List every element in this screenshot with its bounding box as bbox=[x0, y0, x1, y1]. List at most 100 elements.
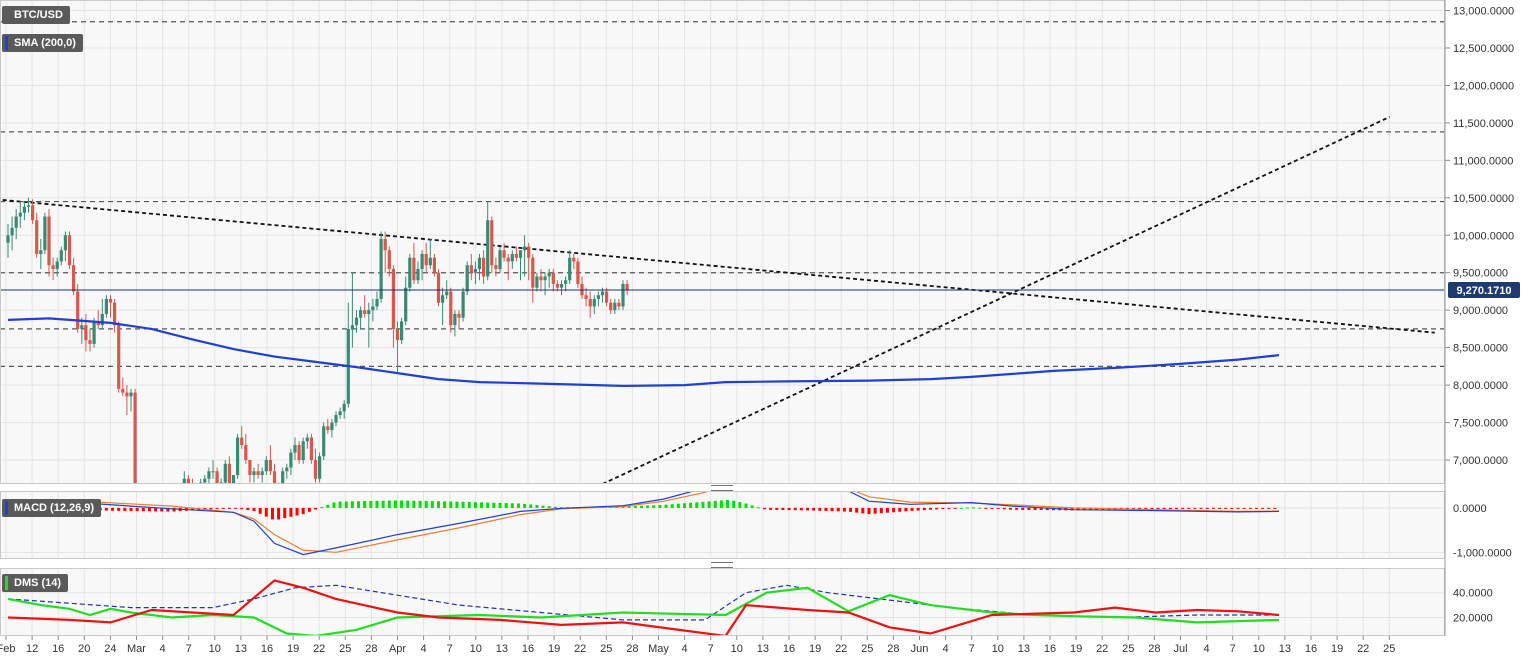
macd-hist-bar-down bbox=[314, 507, 317, 510]
price-tick-label: 10,500.0000 bbox=[1453, 193, 1514, 205]
macd-hist-bar-down bbox=[1076, 507, 1080, 511]
macd-hist-bar-up bbox=[430, 501, 434, 508]
candle-up bbox=[231, 475, 236, 484]
candle-up bbox=[559, 283, 564, 288]
date-tick-label: 7 bbox=[186, 643, 192, 655]
macd-hist-bar-down bbox=[111, 507, 115, 511]
macd-hist-bar-up bbox=[676, 503, 680, 508]
macd-hist-bar-down bbox=[867, 507, 871, 515]
macd-hist-bar-up bbox=[424, 501, 428, 508]
candle-down bbox=[387, 250, 391, 269]
macd-hist-bar-up bbox=[449, 501, 453, 508]
price-tick-label: 8,000.0000 bbox=[1453, 380, 1508, 392]
date-tick-label: 13 bbox=[1279, 643, 1291, 655]
date-tick-label: 4 bbox=[682, 643, 688, 655]
macd-hist-bar-up bbox=[959, 507, 963, 509]
macd-hist-bar-down bbox=[191, 507, 194, 511]
date-tick-label: 10 bbox=[470, 643, 482, 655]
candle-up bbox=[211, 471, 215, 473]
candle-up bbox=[564, 280, 568, 284]
candle-down bbox=[490, 220, 494, 266]
macd-hist-bar-down bbox=[1045, 507, 1049, 511]
sma-legend-text: SMA (200,0) bbox=[14, 37, 76, 49]
candle-up bbox=[379, 239, 383, 299]
candle-down bbox=[551, 272, 555, 284]
candle-up bbox=[613, 302, 617, 311]
candle-down bbox=[609, 302, 613, 311]
macd-hist-bar-up bbox=[978, 507, 982, 509]
macd-hist-bar-up bbox=[510, 503, 514, 508]
macd-hist-bar-up bbox=[541, 505, 545, 508]
candle-down bbox=[432, 257, 436, 273]
macd-swatch bbox=[5, 501, 8, 515]
instrument-label-text: BTC/USD bbox=[14, 9, 63, 21]
macd-hist-bar-down bbox=[141, 507, 145, 512]
macd-hist-bar-down bbox=[1150, 507, 1154, 510]
macd-hist-bar-up bbox=[732, 500, 736, 508]
candle-up bbox=[301, 441, 305, 461]
candle-down bbox=[494, 265, 498, 269]
macd-hist-bar-down bbox=[1033, 507, 1037, 510]
date-tick-label: 20 bbox=[78, 643, 90, 655]
macd-hist-bar-down bbox=[1088, 507, 1092, 511]
price-tick-label: 8,500.0000 bbox=[1453, 343, 1508, 355]
macd-hist-bar-up bbox=[658, 504, 662, 508]
macd-legend[interactable]: MACD (12,26,9) bbox=[2, 499, 102, 517]
candle-down bbox=[457, 313, 461, 318]
macd-hist-bar-down bbox=[1021, 507, 1025, 510]
price-pane-bg bbox=[0, 0, 1445, 484]
macd-hist-bar-down bbox=[240, 507, 244, 510]
candle-up bbox=[375, 298, 379, 307]
dms-legend[interactable]: DMS (14) bbox=[2, 574, 69, 592]
candle-up bbox=[441, 295, 445, 303]
candle-down bbox=[412, 257, 416, 281]
candle-down bbox=[625, 283, 629, 290]
macd-hist-bar-up bbox=[369, 500, 373, 508]
macd-hist-bar-down bbox=[252, 507, 256, 511]
macd-hist-bar-down bbox=[264, 507, 268, 517]
date-tick-label: 16 bbox=[261, 643, 273, 655]
candle-up bbox=[596, 295, 600, 299]
macd-hist-bar-down bbox=[1027, 507, 1031, 510]
candle-up bbox=[338, 411, 342, 416]
candle-up bbox=[22, 206, 26, 213]
price-tick-label: 10,000.0000 bbox=[1453, 230, 1514, 242]
macd-hist-bar-up bbox=[504, 503, 508, 508]
macd-pane-resize-handle[interactable] bbox=[711, 562, 733, 568]
macd-hist-bar-up bbox=[633, 506, 637, 508]
candle-up bbox=[547, 272, 551, 277]
candle-up bbox=[264, 460, 268, 472]
macd-hist-bar-down bbox=[990, 507, 994, 509]
macd-hist-bar-up bbox=[473, 502, 477, 508]
candle-down bbox=[313, 460, 318, 479]
date-tick-label: 28 bbox=[1148, 643, 1160, 655]
macd-hist-bar-up bbox=[689, 502, 693, 508]
macd-hist-bar-up bbox=[375, 500, 379, 508]
candle-down bbox=[527, 246, 531, 258]
candle-up bbox=[322, 426, 326, 457]
macd-hist-bar-down bbox=[129, 507, 133, 511]
macd-hist-bar-down bbox=[879, 507, 883, 514]
trendline bbox=[0, 198, 1435, 334]
instrument-label: BTC/USD bbox=[2, 6, 70, 24]
price-pane-resize-handle[interactable] bbox=[711, 485, 733, 491]
date-tick-label: 25 bbox=[1122, 643, 1134, 655]
macd-hist-bar-down bbox=[1156, 507, 1160, 510]
macd-hist-bar-down bbox=[289, 507, 293, 517]
candle-up bbox=[477, 257, 482, 269]
macd-hist-bar-down bbox=[793, 507, 797, 511]
candle-down bbox=[588, 298, 592, 307]
candle-up bbox=[568, 257, 572, 281]
macd-hist-bar-down bbox=[787, 507, 791, 511]
candle-up bbox=[285, 467, 289, 472]
current-price-label: 9,270.1710 bbox=[1456, 285, 1511, 297]
macd-hist-bar-down bbox=[873, 507, 877, 514]
macd-tick-label: -1,000.0000 bbox=[1453, 547, 1512, 559]
candle-up bbox=[236, 437, 240, 476]
date-tick-label: 7 bbox=[1230, 643, 1236, 655]
macd-hist-bar-up bbox=[498, 502, 502, 508]
candle-up bbox=[80, 325, 84, 329]
sma-legend[interactable]: SMA (200,0) bbox=[2, 34, 83, 52]
macd-hist-bar-down bbox=[836, 507, 840, 512]
